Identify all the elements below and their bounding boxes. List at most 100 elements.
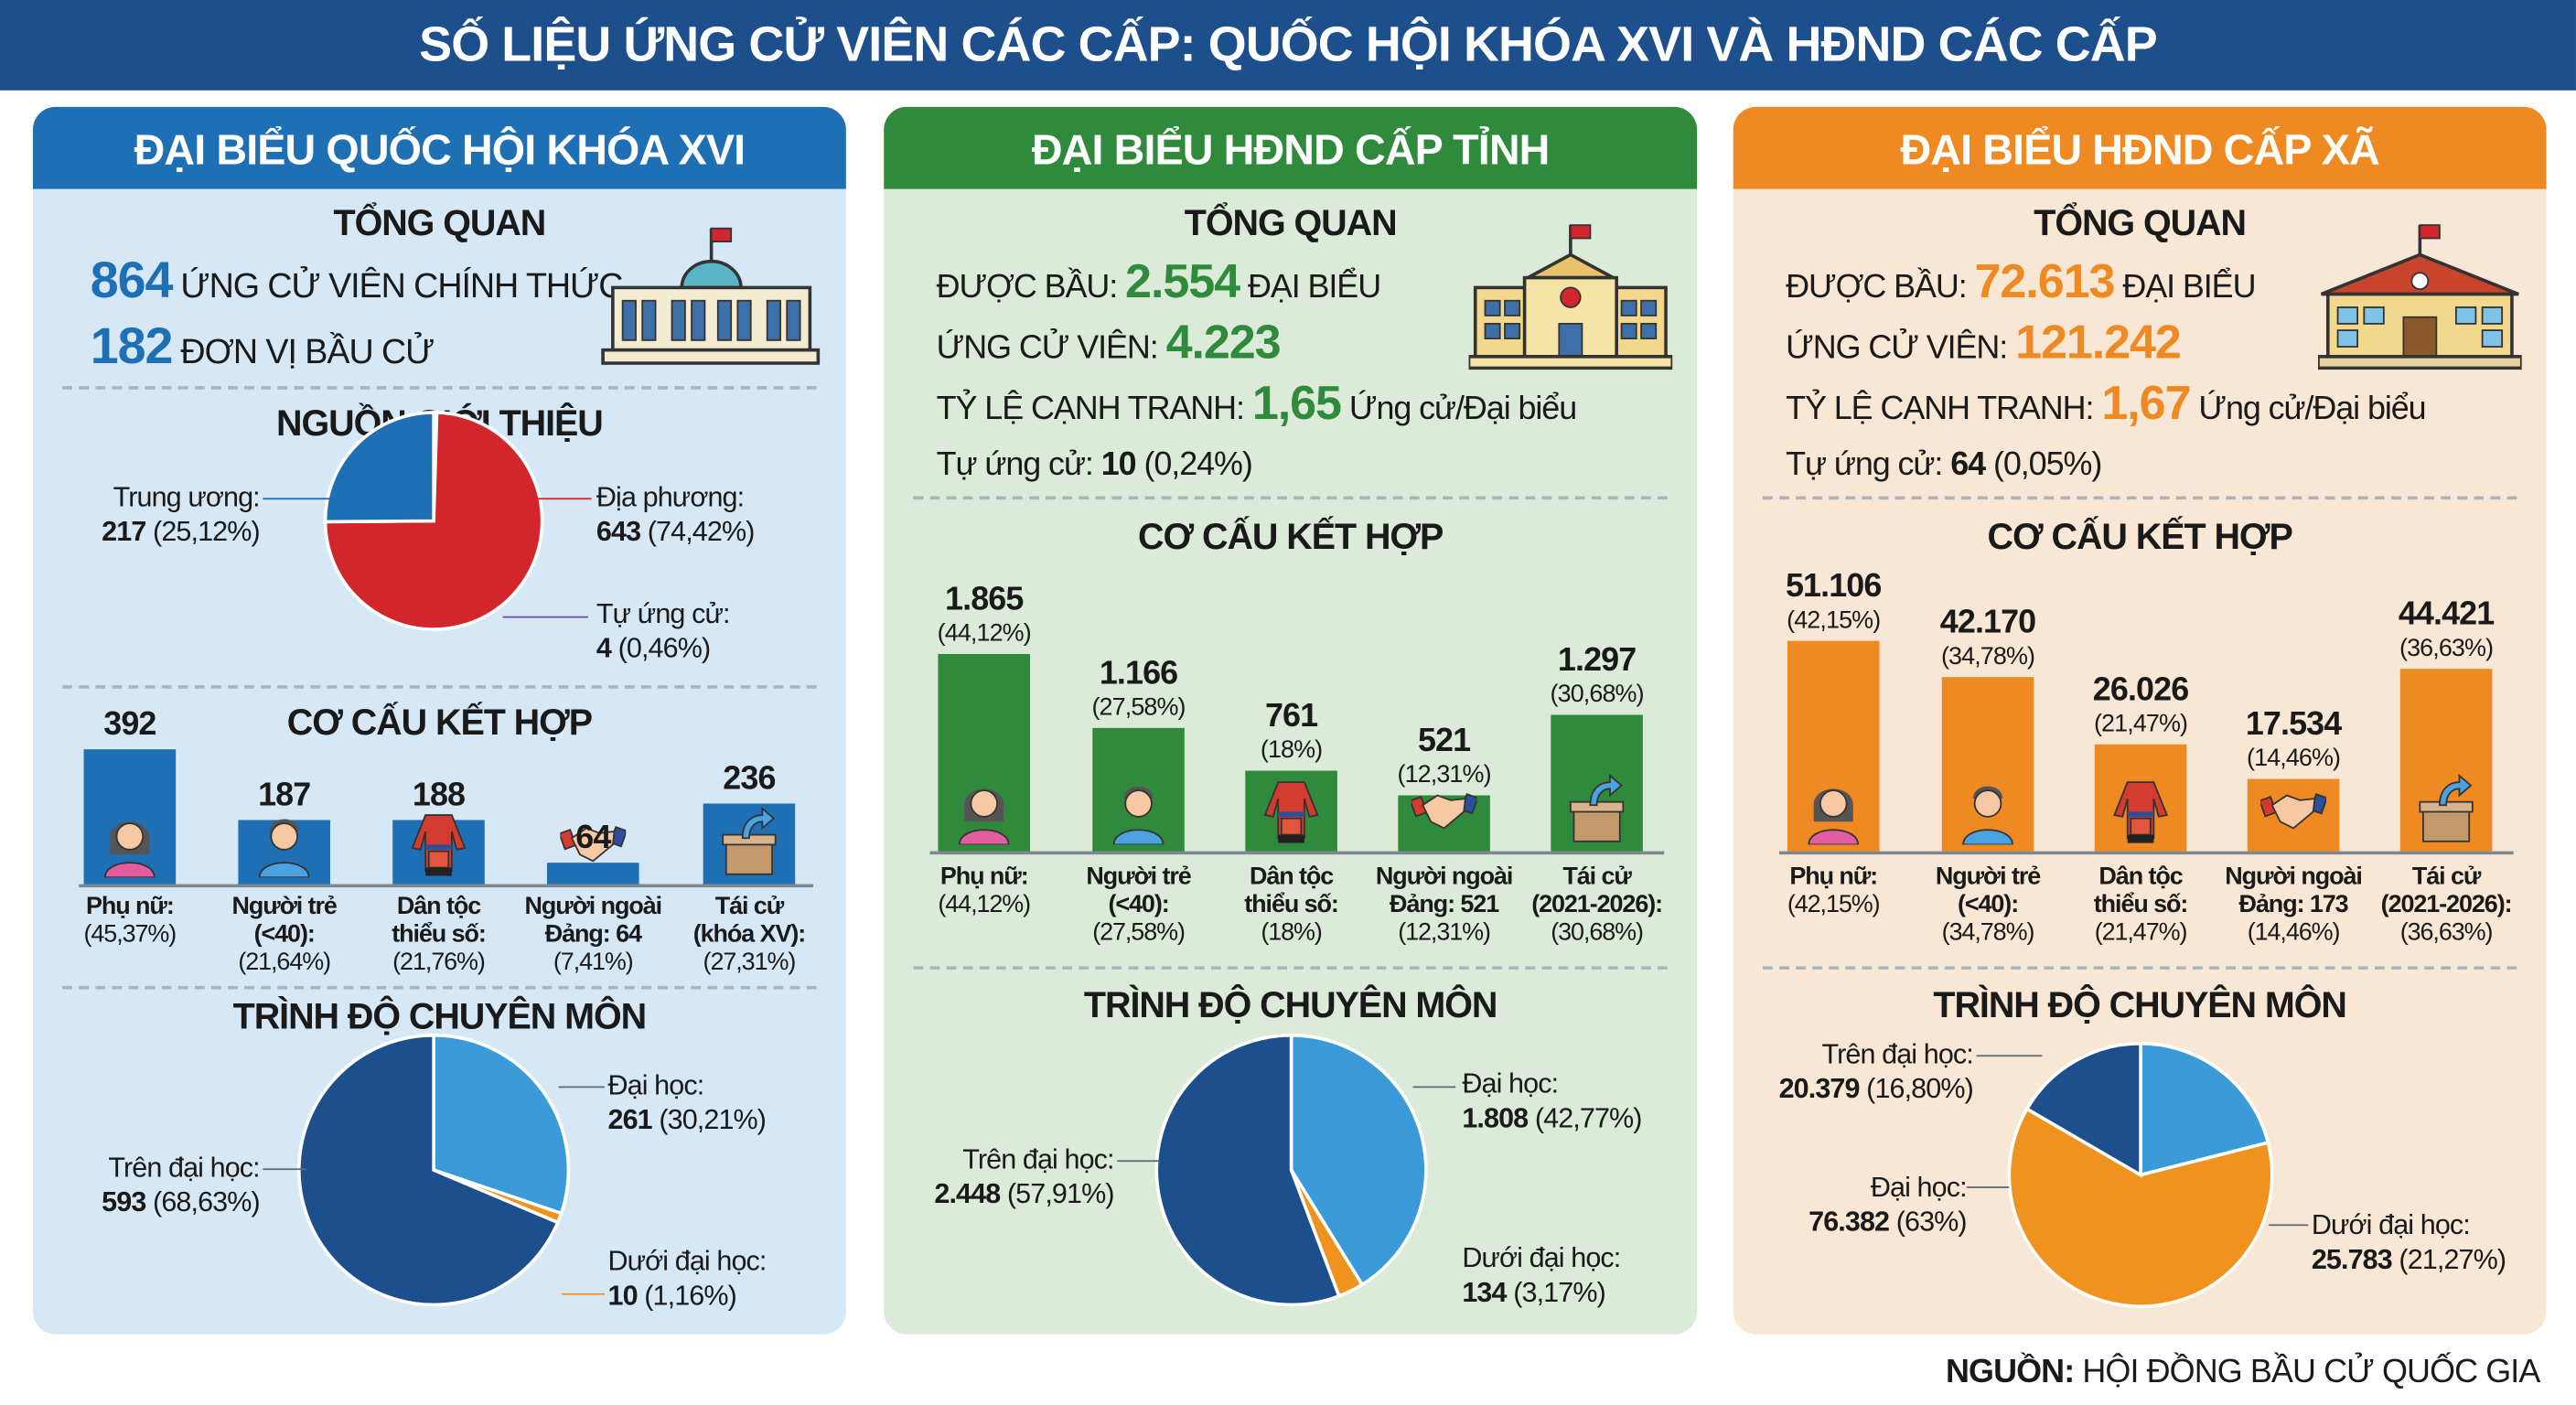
bar bbox=[1551, 713, 1643, 852]
pie-label-dia-phuong: Địa phương: 643 (74,42%) bbox=[596, 481, 755, 548]
panel-hdnd-xa: ĐẠI BIỂU HĐND CẤP XÃ TỔNG QUAN ĐƯỢC BẦU:… bbox=[1733, 106, 2547, 1335]
bar-value-label: 51.106 (42,15%) bbox=[1743, 569, 1924, 635]
pie-slice bbox=[323, 411, 435, 524]
bar-value-label: 521 (12,31%) bbox=[1354, 724, 1535, 789]
category-name: Tái cử bbox=[2411, 863, 2482, 891]
bar bbox=[2247, 778, 2340, 852]
stat-suffix: Ứng cử/Đại biểu bbox=[2198, 391, 2426, 428]
bar bbox=[547, 825, 639, 885]
bar-value-label: 1.865 (44,12%) bbox=[894, 582, 1075, 648]
stat-value: 10 bbox=[1100, 446, 1137, 484]
woman-icon bbox=[1808, 788, 1860, 845]
category-percent: (45,37%) bbox=[83, 920, 177, 949]
stat-suffix: Ứng cử/Đại biểu bbox=[1348, 391, 1577, 428]
pie-slice bbox=[2024, 1041, 2142, 1178]
overview-line: TỶ LỆ CẠNH TRANH: 1,67 Ứng cử/Đại biểu bbox=[1786, 376, 2427, 436]
chart-baseline bbox=[79, 884, 813, 888]
bar bbox=[2094, 744, 2187, 852]
leader-line bbox=[1412, 1086, 1456, 1089]
pie-label-tu-ung-cu: Tự ứng cử: 4 (0,46%) bbox=[596, 597, 731, 664]
bar bbox=[238, 819, 330, 885]
bar-category-label: Phụ nữ: (45,37%) bbox=[39, 892, 220, 948]
category-name: Tái cử bbox=[714, 892, 785, 921]
panel-header: ĐẠI BIỂU HĐND CẤP TỈNH bbox=[884, 106, 1698, 189]
education-title: TRÌNH ĐỘ CHUYÊN MÔN bbox=[232, 995, 648, 1037]
overview-line: 182 ĐƠN VỊ BẦU CỬ bbox=[91, 317, 623, 383]
category-name: Đảng: 521 bbox=[1390, 890, 1499, 919]
category-name: Phụ nữ: bbox=[1789, 863, 1878, 891]
bar-value-label: 17.534 (14,46%) bbox=[2203, 707, 2384, 773]
stat-label: ĐƯỢC BẦU: bbox=[936, 269, 1126, 306]
bar bbox=[1941, 677, 2034, 852]
category-name: Phụ nữ: bbox=[85, 892, 175, 921]
leader-line bbox=[263, 1168, 306, 1171]
category-name: Tái cử bbox=[1562, 863, 1632, 891]
bar-percent: (34,78%) bbox=[1940, 643, 2035, 671]
stat-label: ĐƯỢC BẦU: bbox=[1786, 269, 1975, 306]
stat-label: Tự ứng cử: bbox=[936, 446, 1101, 484]
overview-line: Tự ứng cử: 10 (0,24%) bbox=[937, 437, 1576, 493]
category-percent: (30,68%) bbox=[1551, 918, 1644, 947]
bar bbox=[2399, 668, 2493, 852]
bar bbox=[1398, 793, 1490, 852]
bar-value: 1.865 bbox=[945, 581, 1024, 618]
category-name: thiểu số: bbox=[392, 920, 487, 949]
ethnic-dress-icon bbox=[2113, 781, 2169, 843]
divider bbox=[913, 496, 1668, 500]
bar-value: 187 bbox=[258, 777, 311, 814]
bar-percent: (36,63%) bbox=[2399, 633, 2494, 662]
stat-suffix: ỨNG CỬ VIÊN CHÍNH THỨC bbox=[180, 267, 623, 306]
source-pie-chart bbox=[323, 411, 544, 631]
provincial-building-icon bbox=[1468, 224, 1673, 370]
ethnic-dress-icon bbox=[411, 814, 467, 876]
overview-title: TỔNG QUAN bbox=[333, 201, 547, 243]
category-name: Người trẻ bbox=[231, 892, 338, 921]
overview-line: ĐƯỢC BẦU: 72.613 ĐẠI BIỂU bbox=[1786, 254, 2425, 315]
panel-header: ĐẠI BIỂU HĐND CẤP XÃ bbox=[1733, 106, 2547, 189]
ballot-box-icon bbox=[2419, 773, 2474, 842]
pie-label-dai-hoc: Đại học: 76.382 (63%) bbox=[1809, 1171, 1967, 1238]
category-name: Dân tộc bbox=[2098, 863, 2183, 891]
bar-value: 236 bbox=[723, 760, 776, 797]
overview-line: ĐƯỢC BẦU: 2.554 ĐẠI BIỂU bbox=[937, 254, 1576, 315]
panel-hdnd-tinh: ĐẠI BIỂU HĐND CẤP TỈNH TỔNG QUAN ĐƯỢC BẦ… bbox=[884, 106, 1698, 1335]
education-pie-chart bbox=[1154, 1033, 1428, 1307]
stat-value: 864 bbox=[90, 251, 174, 309]
pie-slice bbox=[2007, 1106, 2274, 1308]
pie-slice bbox=[297, 1033, 561, 1307]
bar-category-label: Người ngoài Đảng: 173 (14,46%) bbox=[2203, 863, 2384, 947]
pie-label-dai-hoc: Đại học: 1.808 (42,77%) bbox=[1462, 1067, 1642, 1134]
panel-quoc-hoi: ĐẠI BIỂU QUỐC HỘI KHÓA XVI TỔNG QUAN 864… bbox=[32, 106, 846, 1335]
page-title: SỐ LIỆU ỨNG CỬ VIÊN CÁC CẤP: QUỐC HỘI KH… bbox=[0, 0, 2576, 91]
bar-value: 392 bbox=[103, 706, 156, 744]
divider bbox=[913, 966, 1668, 970]
leader-line bbox=[263, 498, 338, 500]
overview-line: 864 ỨNG CỬ VIÊN CHÍNH THỨC bbox=[90, 251, 624, 317]
stat-label: TỶ LỆ CẠNH TRANH: bbox=[936, 391, 1252, 428]
pie-label-tren-dai-hoc: Trên đại học: 2.448 (57,91%) bbox=[934, 1143, 1114, 1210]
handshake-icon bbox=[2260, 793, 2326, 830]
bar-category-label: Người trẻ (<40): (34,78%) bbox=[1897, 863, 2078, 947]
bar-value-label: 26.026 (21,47%) bbox=[2050, 671, 2231, 737]
bar-category-label: Phụ nữ: (42,15%) bbox=[1743, 863, 1924, 918]
bar bbox=[1245, 770, 1337, 852]
bar-category-label: Người ngoài Đảng: 521 (12,31%) bbox=[1354, 863, 1535, 947]
bar-value: 1.297 bbox=[1557, 641, 1637, 679]
bar-percent: (30,68%) bbox=[1550, 679, 1645, 708]
category-name: (2021-2026): bbox=[1531, 890, 1663, 919]
structure-bar-chart: 51.106 (42,15%) Phụ nữ: (42,15%) 42.170 (34,7… bbox=[1733, 107, 2547, 1093]
panel-header: ĐẠI BIỂU QUỐC HỘI KHÓA XVI bbox=[32, 106, 846, 189]
bar-category-label: Tái cử (2021-2026): (30,68%) bbox=[1507, 863, 1688, 947]
bar-category-label: Người trẻ (<40): (27,58%) bbox=[1048, 863, 1229, 947]
structure-title: CƠ CẤU KẾT HỢP bbox=[1138, 516, 1444, 558]
category-name: Đảng: 173 bbox=[2238, 890, 2349, 919]
bar-value-label: 1.166 (27,58%) bbox=[1048, 656, 1229, 722]
category-name: Người trẻ bbox=[1086, 863, 1191, 891]
stat-value: 64 bbox=[1950, 446, 1986, 484]
woman-icon bbox=[104, 821, 156, 878]
pie-label-duoi-dai-hoc: Dưới đại học: 134 (3,17%) bbox=[1462, 1242, 1621, 1309]
chart-baseline bbox=[1778, 851, 2514, 855]
bar-value: 26.026 bbox=[2092, 671, 2189, 708]
category-percent: (21,64%) bbox=[238, 948, 331, 977]
bar-value-label: 392 bbox=[39, 706, 220, 744]
